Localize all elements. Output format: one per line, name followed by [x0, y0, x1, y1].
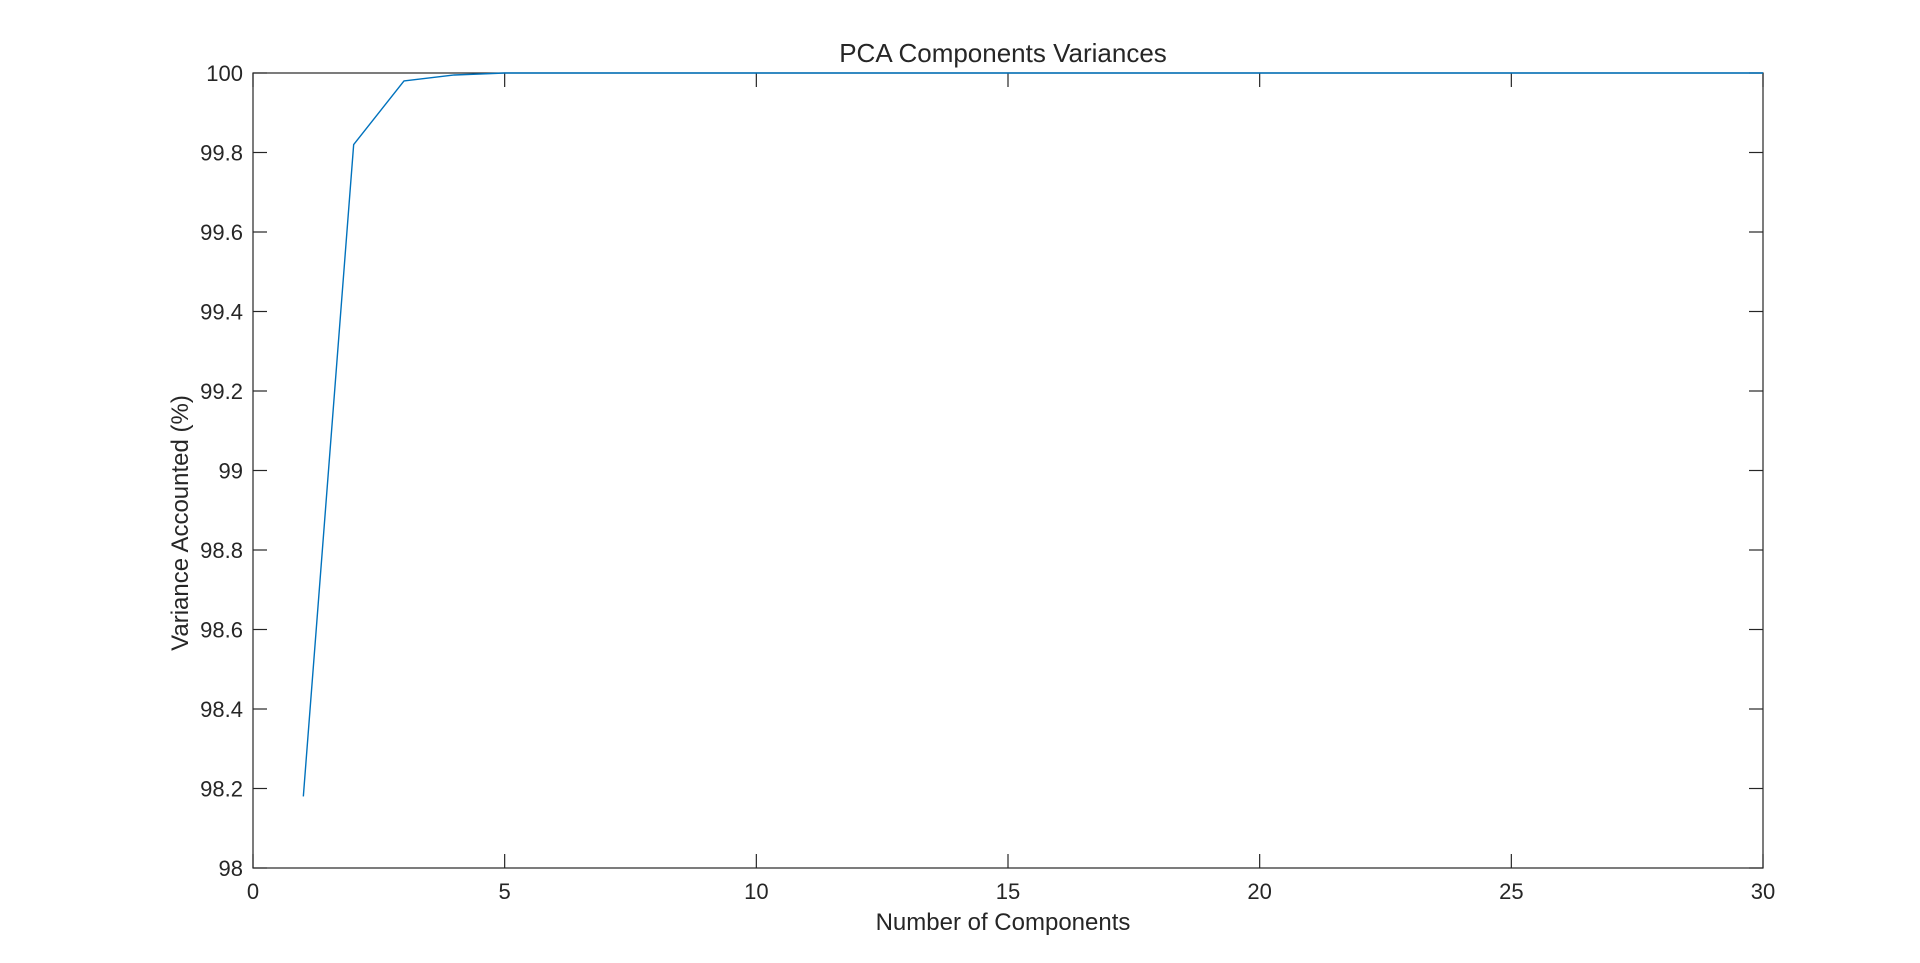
chart-title: PCA Components Variances [839, 38, 1167, 68]
axes-box [252, 72, 1764, 869]
y-tick-label: 99.2 [200, 379, 243, 404]
y-tick-label: 99.4 [200, 300, 243, 325]
y-tick-label: 99 [219, 459, 243, 484]
series-layer [302, 72, 1763, 797]
y-tick-label: 98.6 [200, 618, 243, 643]
y-tick-label: 99.6 [200, 220, 243, 245]
x-tick-label: 25 [1499, 879, 1523, 904]
x-tick-label: 5 [499, 879, 511, 904]
x-tick-label: 30 [1751, 879, 1775, 904]
y-axis-title: Variance Accounted (%) [167, 395, 194, 651]
y-tick-label: 98.8 [200, 538, 243, 563]
x-tick-label: 15 [996, 879, 1020, 904]
x-axis-title: Number of Components [876, 909, 1131, 936]
x-tick-label: 10 [744, 879, 768, 904]
y-tick-label: 98.4 [200, 697, 243, 722]
y-tick-label: 100 [206, 61, 243, 86]
series-line-0 [302, 72, 1763, 797]
plot-area: 0 5 10 15 20 25 30 98 98.2 98.4 98.6 98.8 99 99.2 99.… [200, 61, 1775, 904]
y-tick-label: 99.8 [200, 141, 243, 166]
y-tick-label: 98 [219, 856, 243, 881]
x-axis: 0 5 10 15 20 25 30 [247, 73, 1775, 904]
y-axis: 98 98.2 98.4 98.6 98.8 99 99.2 99.4 99.6 99.8 100 [200, 61, 1763, 881]
y-tick-label: 98.2 [200, 777, 243, 802]
x-tick-label: 0 [247, 879, 259, 904]
x-tick-label: 20 [1247, 879, 1271, 904]
